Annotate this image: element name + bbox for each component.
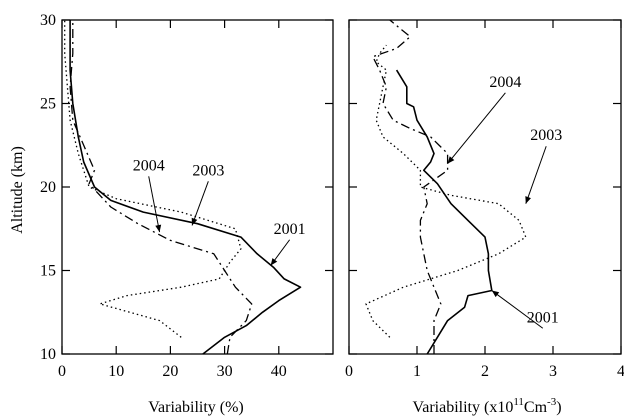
x-tick-label: 30 (217, 363, 233, 380)
x-tick-label: 3 (549, 363, 557, 380)
annotation-arrowhead-left-2001 (270, 258, 278, 266)
y-tick-label: 25 (40, 96, 56, 113)
x-axis-label-right-a: Variability (x10 (412, 399, 513, 416)
annotation-arrow-right-2003 (525, 146, 547, 204)
y-tick-label: 10 (40, 346, 56, 363)
annotation-left-2003: 2003 (192, 162, 224, 179)
annotation-arrowhead-right-2001 (491, 290, 500, 298)
x-axis-label-right: Variability (x1011Cm-3) (412, 396, 561, 416)
series-line-right-2001 (395, 69, 493, 355)
y-tick-label: 15 (40, 263, 56, 280)
series-line-right-2004 (372, 19, 449, 354)
plot-frame-right (348, 19, 622, 355)
x-axis-label-right-b: Cm (524, 399, 548, 416)
x-axis-label-right-sup1: 11 (513, 396, 524, 408)
annotation-arrowhead-right-2004 (447, 156, 455, 164)
annotation-right-2004: 2004 (489, 74, 521, 91)
annotation-arrow-left-2003 (191, 181, 209, 226)
x-tick-label: 20 (162, 363, 178, 380)
x-axis-label-right-c: ) (556, 399, 561, 416)
annotation-arrow-right-2001 (491, 290, 544, 329)
annotation-left-2004: 2004 (133, 157, 165, 174)
y-tick-label: 30 (40, 12, 56, 29)
x-tick-label: 0 (345, 363, 353, 380)
right-panel: 0 1 2 3 4 2004 2003 2001 (345, 19, 624, 380)
series-line-left-2004 (69, 20, 253, 355)
annotation-right-2003: 2003 (530, 127, 562, 144)
annotation-left-2001: 2001 (274, 221, 306, 238)
x-tick-label: 40 (271, 363, 287, 380)
plot-frame-left (61, 19, 334, 355)
annotation-arrowhead-left-2004 (155, 224, 162, 233)
annotation-right-2001: 2001 (527, 309, 559, 326)
y-axis-label: Altitude (km) (9, 146, 26, 234)
annotation-arrow-right-2004 (447, 92, 506, 164)
x-tick-label: 2 (481, 363, 489, 380)
annotation-arrow-left-2004 (148, 176, 161, 233)
x-axis-label-right-sup2: -3 (547, 396, 557, 408)
x-axis-label-left: Variability (%) (148, 399, 244, 416)
x-tick-label: 4 (617, 363, 624, 380)
annotation-arrowhead-left-2003 (191, 217, 198, 226)
y-tick-label: 20 (40, 179, 56, 196)
series-line-left-2001 (69, 20, 302, 355)
annotation-arrowhead-right-2003 (525, 196, 531, 204)
x-tick-label: 10 (108, 363, 124, 380)
x-tick-label: 1 (413, 363, 421, 380)
x-tick-label: 0 (58, 363, 66, 380)
series-line-left-2003 (64, 20, 242, 338)
